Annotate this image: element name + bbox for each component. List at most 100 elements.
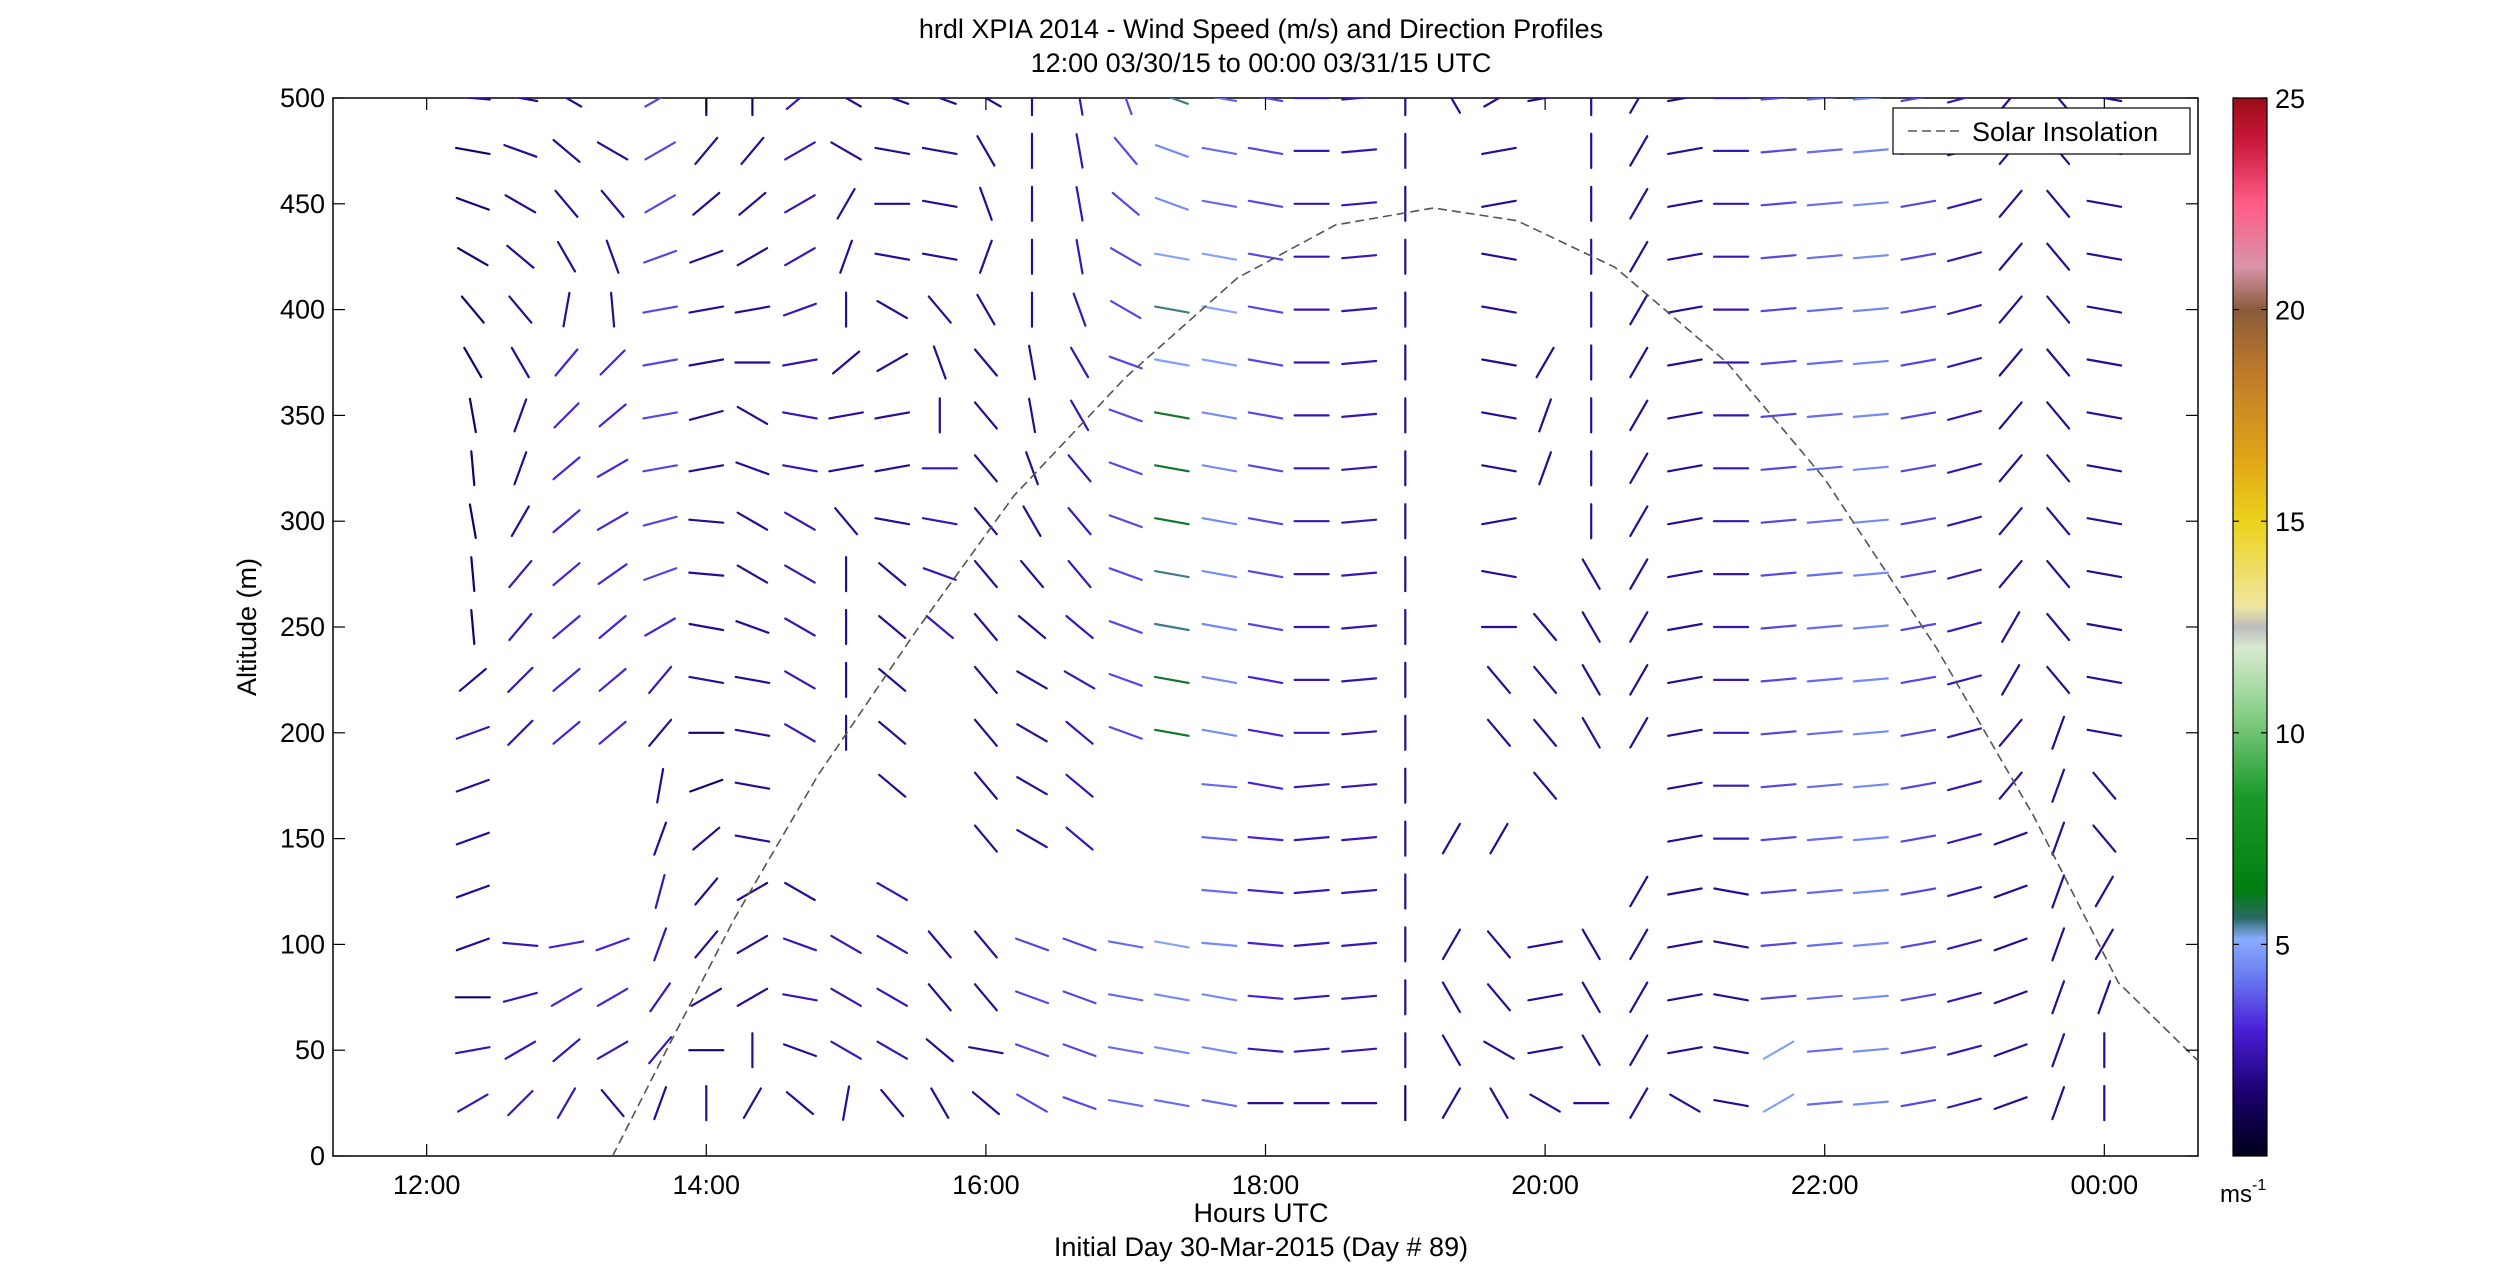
wind-vector <box>973 454 998 483</box>
wind-vector <box>552 1038 581 1063</box>
legend-label-solar: Solar Insolation <box>1972 117 2158 147</box>
wind-vector <box>1629 240 1649 273</box>
wind-vector <box>1016 670 1048 690</box>
wind-vector <box>1760 994 1797 1000</box>
wind-vector <box>1900 252 1937 261</box>
wind-vector <box>2051 1085 2066 1121</box>
wind-vector <box>2051 768 2066 803</box>
wind-vector <box>1667 517 1703 526</box>
wind-vector <box>513 451 528 486</box>
wind-vector <box>1527 940 1564 949</box>
wind-vector <box>876 934 909 955</box>
wind-vector <box>1108 672 1143 687</box>
wind-vector <box>1153 993 1190 1002</box>
wind-vector <box>1581 1034 1601 1067</box>
wind-vector <box>605 239 620 274</box>
wind-vector <box>649 982 672 1013</box>
wind-vector <box>878 614 907 640</box>
wind-vector <box>973 665 998 695</box>
wind-vector <box>1900 834 1937 843</box>
wind-vector <box>1667 358 1703 367</box>
wind-vector <box>1993 1043 2028 1058</box>
wind-vector <box>925 1038 954 1063</box>
wind-vector <box>1069 346 1090 379</box>
wind-vector <box>552 562 581 587</box>
wind-vector <box>1998 507 2023 536</box>
wind-vector <box>1667 675 1703 685</box>
wind-vector <box>642 515 678 527</box>
wind-vector <box>1946 515 1983 527</box>
wind-vector <box>880 1088 905 1118</box>
wind-vector <box>973 824 998 853</box>
wind-vector <box>1107 1098 1144 1108</box>
wind-vector <box>1946 674 1983 686</box>
wind-vector <box>782 464 818 473</box>
wind-vector <box>1062 990 1097 1005</box>
wind-vector <box>507 1089 534 1117</box>
wind-vector <box>1113 136 1138 165</box>
wind-vector <box>878 720 907 745</box>
wind-vector <box>1900 993 1937 1002</box>
wind-vector <box>1247 1047 1284 1053</box>
wind-vector <box>1713 993 1749 1002</box>
wind-vector <box>2046 507 2071 536</box>
wind-vector <box>1852 1047 1889 1053</box>
wind-vector <box>1527 1046 1564 1055</box>
wind-vector <box>1806 941 1843 948</box>
wind-vector <box>735 461 770 476</box>
wind-vector <box>2094 875 2114 908</box>
wind-vector <box>1760 730 1797 736</box>
wind-vector <box>1062 937 1097 952</box>
wind-vector <box>1946 621 1983 633</box>
wind-vector <box>973 401 998 430</box>
wind-vector <box>736 247 769 267</box>
wind-vector <box>922 567 957 582</box>
wind-vector <box>596 458 629 478</box>
wind-vector <box>1072 292 1087 327</box>
wind-vector <box>1481 305 1517 314</box>
wind-vector <box>1489 1087 1509 1119</box>
wind-vector <box>2086 199 2123 208</box>
wind-vector <box>1153 517 1190 526</box>
wind-vector <box>782 411 818 420</box>
wind-vector <box>2097 980 2112 1015</box>
wind-vector <box>1014 1043 1050 1058</box>
wind-vector <box>734 834 771 843</box>
wind-vector <box>514 98 539 103</box>
wind-vector <box>734 781 771 790</box>
wind-vector <box>1111 191 1140 216</box>
wind-vector <box>1667 834 1703 843</box>
wind-vector <box>1247 517 1284 526</box>
wind-vector <box>1760 677 1797 683</box>
wind-vector <box>1154 196 1189 211</box>
wind-vector <box>2086 252 2123 261</box>
wind-vector <box>1900 358 1937 367</box>
wind-vector <box>2046 454 2071 483</box>
wind-vector <box>1852 412 1889 418</box>
wind-vector <box>1108 408 1143 423</box>
wind-vector <box>1247 994 1284 1000</box>
wind-vector <box>782 302 818 317</box>
wind-vector <box>1852 624 1889 630</box>
wind-vector <box>1852 148 1889 154</box>
wind-vector <box>1481 517 1517 526</box>
wind-vector <box>2086 517 2123 526</box>
wind-vector <box>595 937 630 952</box>
x-tick-label: 16:00 <box>952 1170 1020 1200</box>
y-tick-label: 200 <box>280 718 325 748</box>
colorbar-unit-label: ms-1 <box>2220 1177 2266 1208</box>
wind-vector <box>692 191 721 216</box>
wind-vector <box>876 987 909 1007</box>
wind-vector <box>1107 940 1144 949</box>
wind-vector <box>1998 454 2023 483</box>
wind-vector <box>1760 888 1797 895</box>
wind-vector <box>1538 451 1553 486</box>
wind-vector <box>1481 146 1517 155</box>
wind-vector <box>2086 305 2123 314</box>
wind-vector <box>1760 412 1797 418</box>
wind-vector <box>1667 98 1692 103</box>
wind-vector <box>2046 401 2071 430</box>
wind-vector <box>2051 821 2066 856</box>
wind-vector <box>1293 994 1330 1000</box>
